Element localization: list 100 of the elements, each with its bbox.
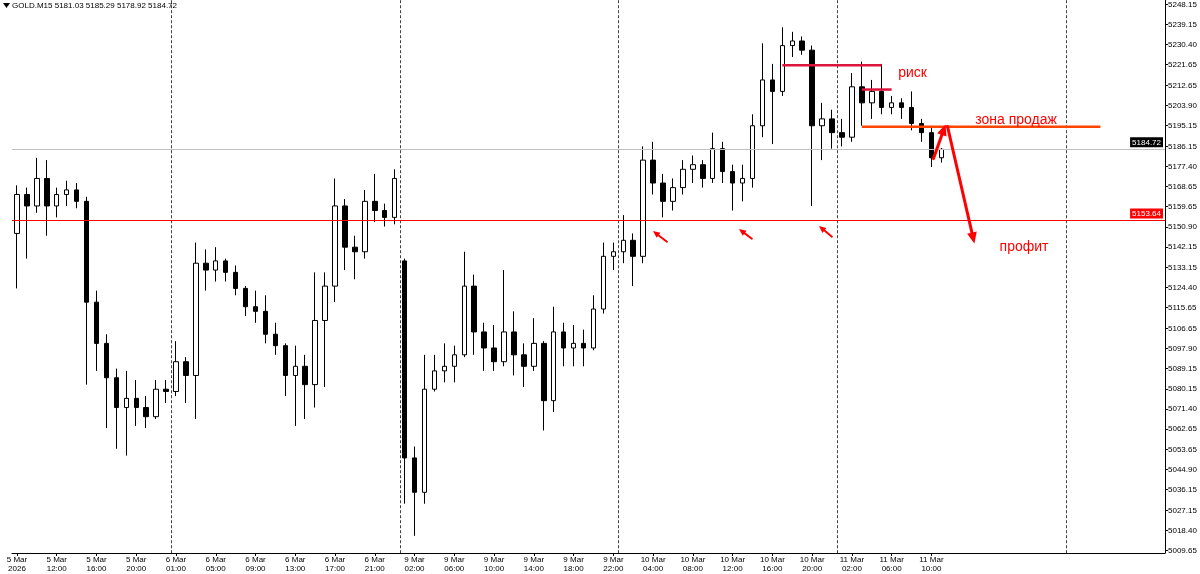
candlestick — [74, 182, 79, 209]
y-tick-label: 5168.65 — [1168, 181, 1198, 191]
candlestick — [302, 354, 308, 420]
x-tick-label: 5 Mar 2026 — [6, 555, 28, 573]
y-tick-label: 5159.65 — [1168, 202, 1198, 212]
candlestick — [64, 180, 69, 207]
candlestick — [481, 322, 487, 372]
y-tick-label: 5071.40 — [1168, 404, 1198, 414]
candlestick — [163, 379, 169, 404]
candlestick — [521, 342, 527, 388]
candlestick — [34, 157, 40, 214]
candlestick — [233, 265, 238, 296]
candlestick — [561, 322, 566, 367]
y-tick-label: 5203.90 — [1168, 100, 1198, 110]
candlestick — [849, 72, 855, 143]
candlestick — [621, 214, 626, 264]
candlestick — [670, 177, 676, 212]
candlestick — [382, 203, 387, 228]
x-tick-label: 10 Mar 20:00 — [799, 555, 825, 573]
candlestick — [909, 90, 914, 131]
x-tick-label: 6 Mar 09:00 — [245, 555, 267, 573]
y-tick-label: 5177.40 — [1168, 161, 1198, 171]
candlestick — [780, 26, 785, 97]
y-tick-label: 5036.15 — [1168, 485, 1198, 495]
candlestick — [501, 269, 507, 367]
candlestick — [183, 356, 189, 404]
candlestick — [392, 168, 397, 225]
candlestick — [750, 113, 755, 189]
candlestick — [94, 290, 99, 372]
candlestick — [929, 125, 934, 168]
x-tick-label: 9 Mar 06:00 — [444, 555, 465, 573]
candlestick — [452, 345, 457, 383]
candlestick — [372, 173, 378, 223]
candlestick — [581, 329, 586, 367]
candlestick — [730, 164, 735, 212]
candlestick — [312, 271, 318, 409]
candlestick — [362, 189, 368, 260]
y-tick-label: 5221.65 — [1168, 60, 1198, 70]
candlestick — [273, 322, 278, 356]
y-tick-label: 5230.40 — [1168, 40, 1198, 50]
candlestick — [422, 354, 427, 505]
candlestick — [352, 235, 358, 280]
candlestick — [173, 340, 179, 397]
x-tick-label: 5 Mar 12:00 — [46, 555, 68, 573]
annotation: зона продаж — [975, 110, 1058, 127]
y-tick-label: 5115.65 — [1168, 303, 1197, 313]
ref-line-label: 5153.64 — [1132, 209, 1162, 219]
chart-title: GOLD.M15 5181.03 5185.29 5178.92 5184.72 — [12, 0, 178, 10]
candlestick — [700, 159, 706, 189]
candlestick — [84, 196, 89, 386]
candlestick — [640, 145, 646, 264]
x-tick-label: 5 Mar 20:00 — [126, 555, 147, 573]
candlestick — [332, 177, 338, 303]
candlestick — [44, 159, 50, 237]
x-tick-label: 10 Mar 16:00 — [759, 555, 786, 573]
candlestick — [471, 274, 477, 356]
candlestick — [680, 159, 686, 195]
y-tick-label: 5080.15 — [1168, 384, 1198, 394]
candlestick — [571, 324, 576, 367]
x-tick-label: 9 Mar 18:00 — [563, 555, 585, 573]
annotation: риск — [898, 64, 928, 80]
x-tick-label: 11 Mar 02:00 — [839, 555, 865, 573]
candlestick — [819, 102, 825, 161]
candlestick — [193, 242, 199, 420]
y-tick-label: 5053.65 — [1168, 445, 1198, 455]
candlestick — [859, 61, 865, 127]
x-tick-label: 5 Mar 16:00 — [86, 555, 108, 573]
candlestick — [899, 97, 904, 120]
candlestick — [203, 248, 209, 292]
x-tick-label: 10 Mar 08:00 — [680, 555, 706, 573]
candlestick — [14, 184, 20, 289]
y-tick-label: 5106.65 — [1168, 323, 1198, 333]
y-tick-label: 5195.15 — [1168, 120, 1198, 130]
x-tick-label: 9 Mar 14:00 — [523, 555, 545, 573]
candlestick — [134, 379, 139, 427]
x-tick-label: 6 Mar 17:00 — [324, 555, 346, 573]
x-tick-label: 6 Mar 13:00 — [285, 555, 306, 573]
candlestick — [322, 271, 328, 388]
candlestick — [531, 317, 537, 372]
candlestick — [660, 173, 666, 218]
candlestick — [630, 232, 636, 287]
candlestick — [223, 258, 228, 283]
candlestick — [601, 242, 606, 315]
y-tick-label: 5239.15 — [1168, 20, 1198, 30]
x-tick-label: 11 Mar 06:00 — [879, 555, 905, 573]
candlestick — [243, 285, 248, 317]
y-tick-label: 5089.15 — [1168, 363, 1198, 373]
x-tick-label: 6 Mar 21:00 — [364, 555, 386, 573]
candlestick — [839, 118, 845, 147]
y-tick-label: 5133.15 — [1168, 262, 1198, 272]
y-tick-label: 5248.15 — [1168, 0, 1198, 9]
x-tick-label: 6 Mar 05:00 — [205, 555, 227, 573]
y-tick-label: 5142.15 — [1168, 242, 1198, 252]
candlestick — [283, 342, 288, 397]
y-tick-label: 5009.65 — [1168, 545, 1198, 555]
x-tick-label: 9 Mar 02:00 — [404, 555, 426, 573]
candlestick — [442, 342, 447, 383]
x-tick-label: 9 Mar 10:00 — [483, 555, 505, 573]
x-tick-label: 6 Mar 01:00 — [165, 555, 187, 573]
candlestick — [690, 155, 696, 184]
